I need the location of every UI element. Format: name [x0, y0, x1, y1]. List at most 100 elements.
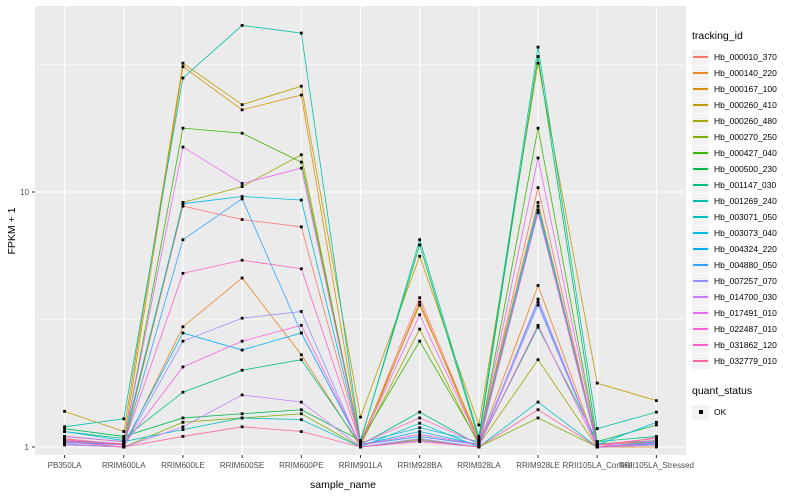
data-point-Hb_004324_220 — [418, 430, 422, 433]
legend-entry-label: Hb_017491_010 — [714, 308, 777, 318]
legend-panel: tracking_id Hb_000010_370 Hb_000140_220 Hb… — [692, 30, 798, 420]
data-point-Hb_000010_370 — [181, 204, 185, 208]
line-sample-icon — [693, 264, 708, 266]
data-point-Hb_014700_030 — [240, 393, 244, 397]
legend-entry-Hb_032779_010: Hb_032779_010 — [692, 353, 798, 369]
x-tick-label: RRIM928LE — [516, 461, 560, 470]
data-point-Hb_001147_030 — [536, 325, 540, 329]
data-point-Hb_004324_220 — [536, 208, 540, 212]
data-point-Hb_000140_220 — [655, 445, 658, 449]
legend-entry-Hb_000140_220: Hb_000140_220 — [692, 65, 798, 81]
x-tick-label: PB350LA — [48, 461, 82, 470]
data-point-Hb_001269_240 — [122, 417, 126, 421]
line-sample-icon — [693, 344, 708, 346]
legend-entry-Hb_000167_100: Hb_000167_100 — [692, 81, 798, 97]
x-tick-label: RRIM928LA — [457, 461, 501, 470]
x-tick-label: RRIM600LE — [161, 461, 205, 470]
data-point-Hb_003071_050 — [240, 416, 244, 420]
data-point-Hb_031862_120 — [477, 442, 481, 446]
data-point-Hb_004880_050 — [240, 197, 244, 201]
legend-entry-label: Hb_001147_030 — [714, 180, 777, 190]
data-point-Hb_014700_030 — [536, 297, 540, 301]
data-point-Hb_004880_050 — [299, 331, 303, 335]
data-point-Hb_000270_250 — [181, 420, 185, 424]
data-point-Hb_004880_050 — [418, 435, 422, 438]
line-sample-icon — [693, 72, 708, 74]
legend-key-line — [692, 337, 709, 353]
data-point-Hb_003073_040 — [536, 204, 540, 208]
legend-entry-Hb_001147_030: Hb_001147_030 — [692, 177, 798, 193]
data-point-Hb_001147_030 — [418, 410, 422, 414]
legend-entry-ok: OK — [692, 404, 798, 420]
legend-entry-label: Hb_003071_050 — [714, 212, 777, 222]
data-point-Hb_000260_410 — [240, 103, 244, 107]
data-point-Hb_022487_010 — [655, 441, 658, 445]
data-point-Hb_022487_010 — [240, 339, 244, 343]
legend-entry-Hb_007257_070: Hb_007257_070 — [692, 273, 798, 289]
data-point-Hb_007257_070 — [418, 437, 422, 440]
data-point-Hb_022487_010 — [418, 433, 422, 436]
line-sample-icon — [693, 168, 708, 170]
legend-entry-label: Hb_014700_030 — [714, 292, 777, 302]
legend-key-line — [692, 177, 709, 193]
data-point-Hb_003073_040 — [63, 430, 66, 433]
legend-key-line — [692, 241, 709, 257]
data-point-Hb_000140_220 — [418, 300, 422, 304]
data-point-Hb_017491_010 — [240, 182, 244, 185]
data-point-Hb_001147_030 — [240, 368, 244, 372]
data-point-Hb_000140_220 — [299, 353, 303, 357]
legend-entry-label: Hb_000270_250 — [714, 132, 777, 142]
data-point-Hb_000500_230 — [418, 243, 422, 247]
data-point-Hb_017491_010 — [299, 166, 303, 170]
x-tick-label: RRIM600LA — [102, 461, 146, 470]
data-point-Hb_017491_010 — [63, 435, 66, 438]
data-point-Hb_022487_010 — [536, 323, 540, 327]
data-point-Hb_031862_120 — [122, 442, 126, 446]
line-sample-icon — [693, 280, 708, 282]
data-point-Hb_000270_250 — [536, 416, 540, 420]
x-axis-title: sample_name — [310, 479, 376, 491]
legend-entry-Hb_000427_040: Hb_000427_040 — [692, 145, 798, 161]
line-sample-icon — [693, 248, 708, 250]
legend-entry-Hb_031862_120: Hb_031862_120 — [692, 337, 798, 353]
legend-entry-Hb_022487_010: Hb_022487_010 — [692, 321, 798, 337]
data-point-Hb_032779_010 — [299, 430, 303, 433]
legend-entry-Hb_004324_220: Hb_004324_220 — [692, 241, 798, 257]
data-point-Hb_000260_410 — [63, 409, 66, 413]
legend-key-line — [692, 113, 709, 129]
line-sample-icon — [693, 312, 708, 314]
data-point-Hb_032779_010 — [240, 425, 244, 429]
data-point-Hb_000500_230 — [655, 423, 658, 427]
legend-key-line — [692, 129, 709, 145]
data-point-Hb_031862_120 — [418, 416, 422, 420]
data-point-Hb_000500_230 — [299, 408, 303, 412]
legend-entry-label: Hb_031862_120 — [714, 340, 777, 350]
legend-entry-Hb_000260_410: Hb_000260_410 — [692, 97, 798, 113]
data-point-Hb_000260_410 — [359, 415, 362, 419]
x-tick-label: RRII105LA_Control — [563, 461, 633, 470]
data-point-Hb_004880_050 — [536, 300, 540, 304]
data-point-Hb_000500_230 — [240, 412, 244, 416]
legend-entry-Hb_000270_250: Hb_000270_250 — [692, 129, 798, 145]
data-point-Hb_000167_100 — [181, 65, 185, 69]
line-sample-icon — [693, 56, 708, 58]
legend-entry-label: Hb_000260_410 — [714, 100, 777, 110]
y-tick-label: 10 — [20, 188, 29, 197]
data-point-Hb_017491_010 — [122, 440, 126, 443]
data-point-Hb_000427_040 — [299, 160, 303, 164]
legend-key-line — [692, 273, 709, 289]
x-tick-label: RRIM901LA — [339, 461, 383, 470]
x-tick-label: RRIM600SE — [220, 461, 264, 470]
legend-entry-label: Hb_000500_230 — [714, 164, 777, 174]
data-point-Hb_001269_240 — [63, 425, 66, 429]
legend-key-line — [692, 161, 709, 177]
data-point-Hb_032779_010 — [536, 408, 540, 412]
data-point-Hb_003071_050 — [418, 421, 422, 425]
legend-key-line — [692, 289, 709, 305]
y-axis-title: FPKM + 1 — [6, 207, 18, 255]
legend-key-line — [692, 225, 709, 241]
legend-entry-Hb_000260_480: Hb_000260_480 — [692, 113, 798, 129]
legend-key-line — [692, 65, 709, 81]
data-point-Hb_000260_480 — [299, 153, 303, 157]
